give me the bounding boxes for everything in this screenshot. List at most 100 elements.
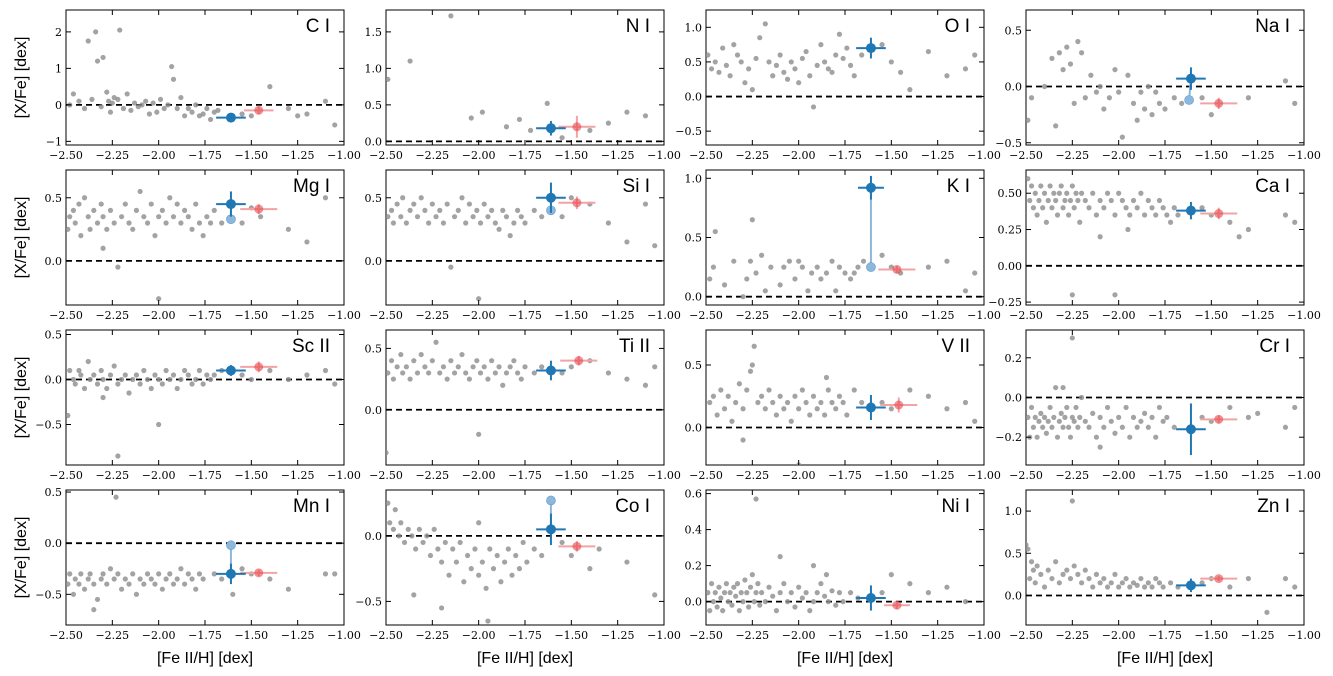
field-star-point <box>1097 444 1103 450</box>
field-star-point <box>1093 212 1100 218</box>
y-tick-label: 1.5 <box>365 26 383 39</box>
field-star-point <box>1245 575 1251 582</box>
field-star-point <box>1119 424 1125 430</box>
field-star-point <box>762 21 768 27</box>
y-tick-label: 0 <box>55 99 62 112</box>
target-alt-point <box>226 540 236 551</box>
field-star-point <box>440 364 447 370</box>
field-star-point <box>1282 78 1289 84</box>
field-star-point <box>139 102 145 108</box>
field-star-point <box>1116 190 1122 196</box>
field-star-point <box>859 399 865 406</box>
field-star-point <box>104 385 110 392</box>
field-star-point <box>1064 567 1070 573</box>
field-star-point <box>200 576 206 582</box>
x-tick-label: −1.75 <box>828 309 862 322</box>
y-tick-label: −0.25 <box>988 296 1022 309</box>
field-star-point <box>1134 205 1140 211</box>
panel-title: Cr I <box>1259 336 1290 357</box>
field-star-point <box>131 100 138 106</box>
field-star-point <box>144 220 151 226</box>
field-star-point <box>81 195 88 201</box>
field-star-point <box>1056 418 1062 424</box>
field-star-point <box>825 387 831 393</box>
field-star-point <box>386 214 391 220</box>
field-star-point <box>1064 190 1070 196</box>
x-tick-label: −1.50 <box>874 469 908 482</box>
comparison-point <box>892 600 902 610</box>
field-star-point <box>1292 219 1298 225</box>
x-tick-label: −1.25 <box>1241 469 1275 482</box>
field-star-point <box>1282 212 1289 218</box>
x-tick-label: −1.50 <box>874 629 908 642</box>
field-star-point <box>1075 424 1081 430</box>
field-star-point <box>81 586 88 592</box>
field-star-point <box>1082 95 1088 101</box>
field-star-point <box>807 608 813 614</box>
field-star-point <box>494 552 500 559</box>
field-star-point <box>559 135 565 141</box>
x-tick-label: −1.00 <box>967 629 1001 642</box>
field-star-point <box>1053 559 1059 565</box>
field-star-point <box>126 220 132 226</box>
field-star-point <box>485 376 491 382</box>
field-star-point <box>474 207 480 213</box>
field-star-point <box>738 59 744 65</box>
field-star-point <box>531 546 537 552</box>
field-star-point <box>642 201 649 207</box>
field-star-point <box>390 376 397 382</box>
field-star-point <box>962 399 969 406</box>
field-star-point <box>156 376 162 383</box>
field-star-point <box>104 581 110 587</box>
field-star-point <box>624 109 630 115</box>
field-star-point <box>100 394 106 401</box>
field-star-point <box>304 372 310 378</box>
field-star-point <box>1086 424 1092 430</box>
field-star-point <box>505 546 511 552</box>
field-star-point <box>207 220 214 226</box>
field-star-point <box>814 406 820 412</box>
field-star-point <box>496 364 502 370</box>
x-tick-label: −2.25 <box>95 149 129 162</box>
field-star-point <box>407 207 413 213</box>
field-star-point <box>120 105 127 112</box>
axes-frame <box>1025 169 1305 306</box>
field-star-point <box>144 571 151 577</box>
field-star-point <box>170 214 177 220</box>
field-star-point <box>1082 418 1088 424</box>
field-star-point <box>777 282 783 288</box>
field-star-point <box>115 96 121 102</box>
target-point <box>545 192 556 203</box>
field-star-point <box>1054 434 1061 440</box>
field-star-point <box>500 207 506 213</box>
field-star-point <box>710 599 717 605</box>
field-star-point <box>407 58 413 64</box>
field-star-point <box>144 376 151 383</box>
field-star-point <box>1026 542 1029 548</box>
field-star-point <box>1049 575 1055 582</box>
field-star-point <box>1067 575 1074 582</box>
field-star-point <box>1038 183 1044 189</box>
field-star-point <box>159 381 165 387</box>
field-star-point <box>721 282 728 288</box>
field-star-point <box>1153 434 1159 440</box>
y-tick-label: 0.50 <box>998 187 1023 200</box>
field-star-point <box>1069 183 1075 189</box>
field-star-point <box>925 48 932 55</box>
field-star-point <box>1127 212 1133 218</box>
field-star-point <box>185 571 191 577</box>
x-tick-label: −1.00 <box>647 149 681 162</box>
x-tick-label: −2.50 <box>369 149 403 162</box>
field-star-point <box>1245 95 1251 101</box>
panel-mg-i: −2.50 −2.25 −2.00 −1.75 −1.50 −1.25 −1.00 0.0 0.… <box>13 169 361 322</box>
field-star-point <box>1112 212 1118 218</box>
field-star-point <box>1077 219 1083 225</box>
panel-cr-i: −2.50 −2.25 −2.00 −1.75 −1.50 −1.25 −1.00 −0.2 0… <box>995 329 1321 482</box>
field-star-point <box>422 207 428 213</box>
x-tick-label: −2.25 <box>95 309 129 322</box>
field-star-point <box>747 368 754 374</box>
field-star-point <box>178 566 184 572</box>
data-layer <box>386 339 658 456</box>
x-tick-label: −1.75 <box>508 629 542 642</box>
panel-title: C I <box>306 16 330 37</box>
